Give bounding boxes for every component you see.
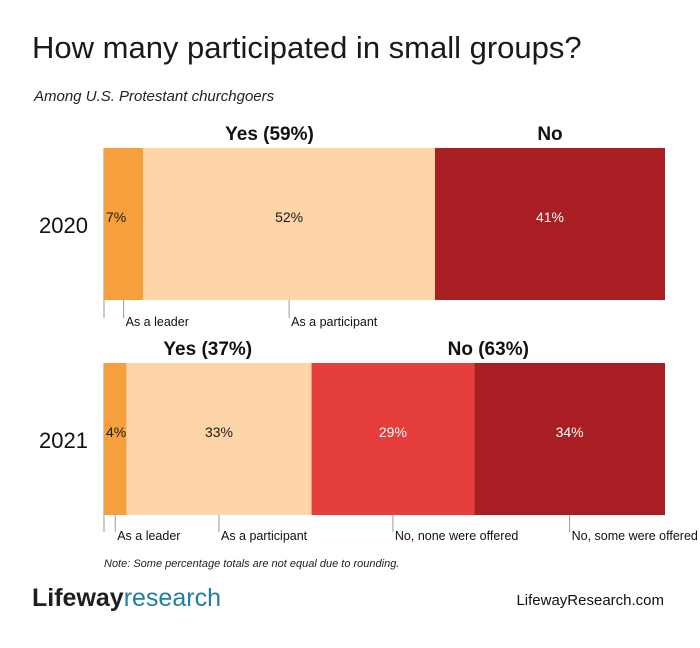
logo-text-research: research	[123, 584, 221, 612]
data-label-2020-2: 41%	[536, 209, 564, 225]
data-label-2021-1: 33%	[205, 424, 233, 440]
annotation-label-2021-3: No, some were offered	[572, 529, 698, 543]
bar-segment-2021-3	[474, 363, 665, 515]
group-label-2020-0: Yes (59%)	[225, 124, 314, 145]
bar-segment-2021-2	[311, 363, 475, 515]
data-label-2020-0: 7%	[106, 209, 126, 225]
website-link[interactable]: LifewayResearch.com	[516, 592, 664, 609]
rounding-note: Note: Some percentage totals are not equ…	[104, 558, 400, 570]
annotation-label-2020-1: As a participant	[291, 315, 378, 329]
group-label-2021-1: No (63%)	[448, 339, 529, 360]
annotation-label-2021-1: As a participant	[221, 529, 308, 543]
group-label-2020-1: No	[537, 124, 562, 145]
data-label-2020-1: 52%	[275, 209, 303, 225]
data-label-2021-2: 29%	[379, 424, 407, 440]
bar-segment-2021-0	[104, 363, 127, 515]
lifeway-research-logo: Lifewayresearch	[32, 584, 221, 613]
chart-title: How many participated in small groups?	[32, 30, 582, 65]
logo-text-lifeway: Lifeway	[32, 584, 124, 612]
bar-segment-2020-1	[143, 148, 435, 300]
year-label-2020: 2020	[39, 213, 88, 238]
data-label-2021-3: 34%	[556, 424, 584, 440]
group-label-2021-0: Yes (37%)	[163, 339, 252, 360]
data-label-2021-0: 4%	[106, 424, 126, 440]
bar-segment-2020-0	[104, 148, 144, 300]
chart-subtitle: Among U.S. Protestant churchgoers	[34, 88, 275, 105]
bar-segment-2021-1	[126, 363, 312, 515]
year-label-2021: 2021	[39, 428, 88, 453]
annotation-label-2021-0: As a leader	[117, 529, 180, 543]
annotation-label-2020-0: As a leader	[126, 315, 189, 329]
annotation-label-2021-2: No, none were offered	[395, 529, 519, 543]
bar-segment-2020-2	[434, 148, 665, 300]
